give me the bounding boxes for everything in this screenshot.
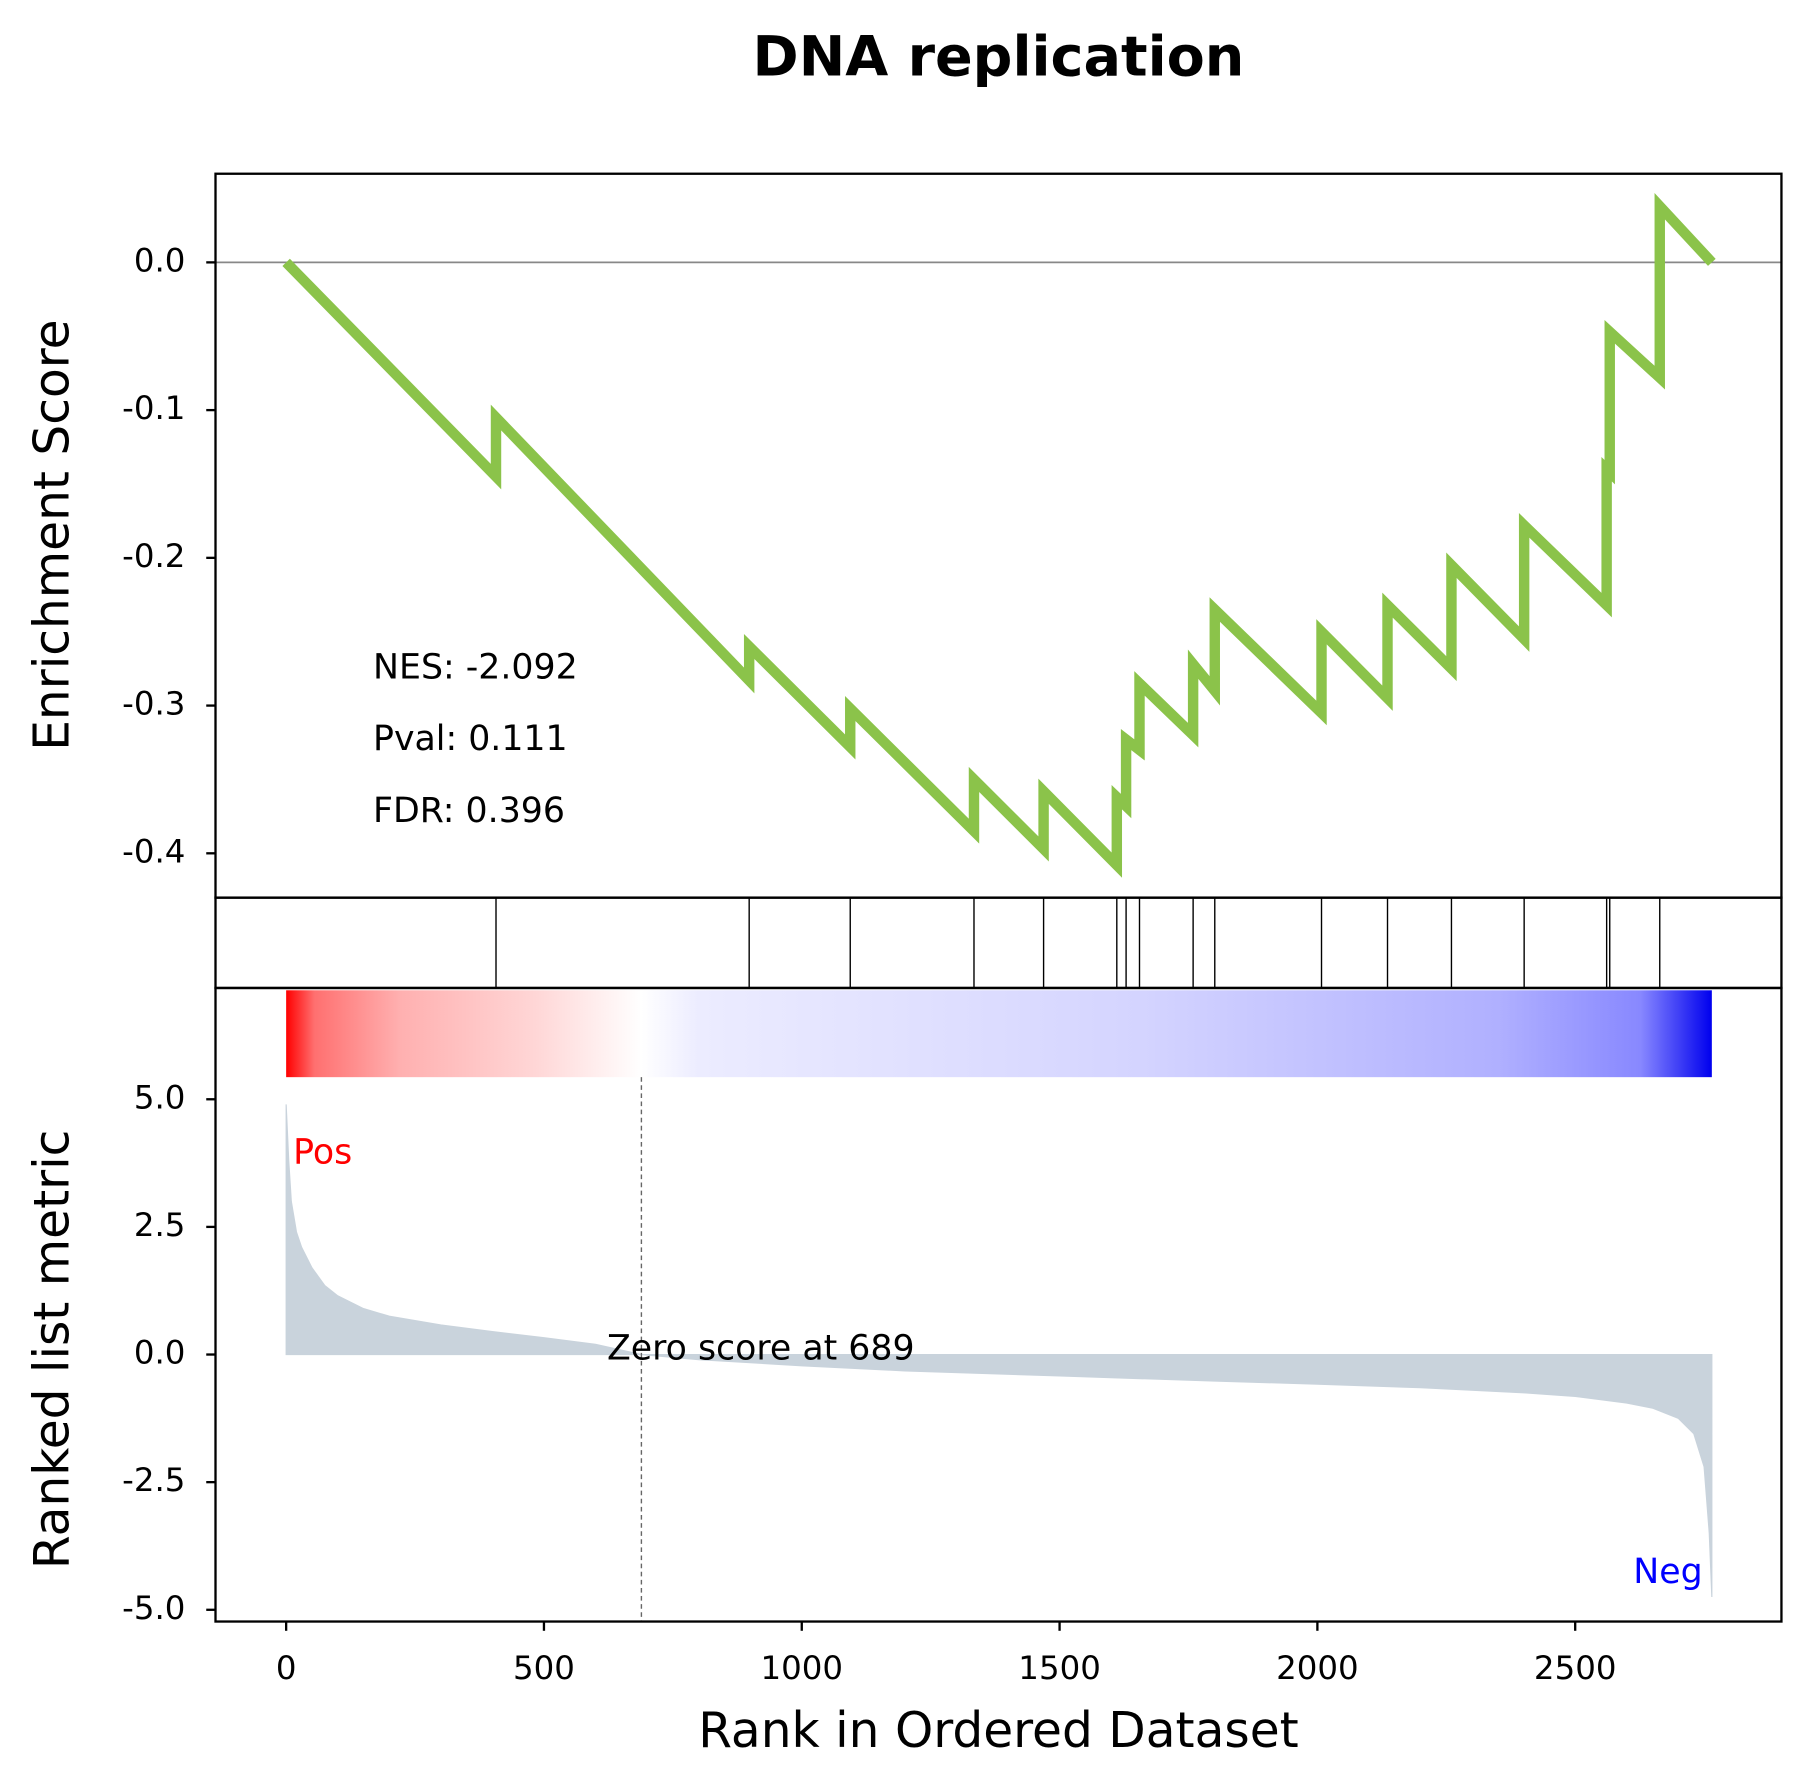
y-tick-label: -0.2 [122, 537, 185, 575]
x-tick-label: 2500 [1534, 1649, 1617, 1687]
pos-label: Pos [293, 1133, 352, 1173]
x-tick-label: 0 [276, 1649, 297, 1687]
chart-title: DNA replication [753, 24, 1245, 89]
enrichment-line [282, 192, 1716, 878]
y-tick-label: 0.0 [134, 241, 186, 279]
y-tick-label: -5.0 [122, 1589, 185, 1627]
y-tick-label: -2.5 [122, 1461, 185, 1499]
neg-label: Neg [1633, 1552, 1702, 1592]
stat-annotation: FDR: 0.396 [373, 791, 565, 831]
x-label: Rank in Ordered Dataset [698, 1703, 1299, 1759]
x-tick-label: 500 [513, 1649, 575, 1687]
stat-annotation: Pval: 0.111 [373, 719, 568, 759]
y-tick-label: 0.0 [134, 1334, 186, 1372]
x-tick-label: 1500 [1018, 1649, 1101, 1687]
metric-area [285, 1104, 1713, 1598]
y-tick-label: -0.4 [122, 832, 185, 870]
y-tick-label: -0.3 [122, 685, 185, 723]
stat-annotation: NES: -2.092 [373, 647, 578, 687]
metric-y-label: Ranked list metric [25, 1130, 81, 1569]
x-tick-label: 1000 [761, 1649, 844, 1687]
y-tick-label: 2.5 [134, 1206, 186, 1244]
hits-frame [214, 896, 1783, 990]
color-bar [286, 990, 1712, 1078]
y-tick-label: -0.1 [122, 389, 185, 427]
x-tick-label: 2000 [1276, 1649, 1359, 1687]
zero-score-annotation: Zero score at 689 [607, 1328, 915, 1368]
y-tick-label: 5.0 [134, 1078, 186, 1116]
plot-area: 0.0 -0.1 -0.2 -0.3 -0.4 NES: -2.092 Pval: 0.11… [122, 192, 1782, 1687]
es-y-label: Enrichment Score [25, 319, 81, 750]
metric-frame [214, 986, 1783, 1623]
es-frame [214, 172, 1783, 899]
